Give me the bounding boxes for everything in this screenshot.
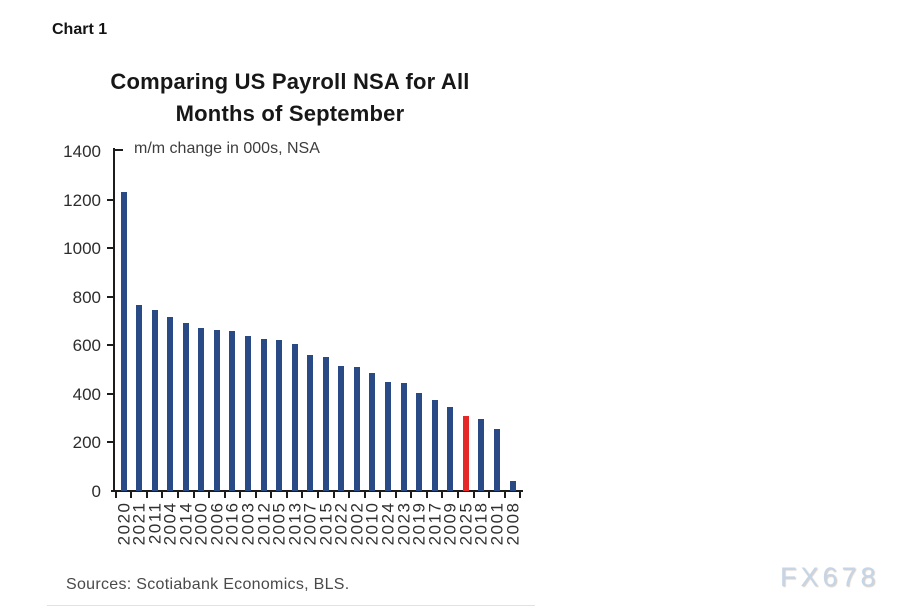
bar-2025 bbox=[462, 415, 469, 491]
bar-2010 bbox=[369, 373, 376, 491]
x-tick bbox=[457, 492, 460, 498]
bar-2021 bbox=[136, 305, 143, 491]
y-tick-label: 0 bbox=[91, 482, 101, 501]
bar-2018 bbox=[478, 419, 485, 491]
bar-2003 bbox=[244, 335, 251, 491]
bar-2001 bbox=[493, 429, 500, 491]
bar-2005 bbox=[276, 340, 283, 491]
x-tick bbox=[488, 492, 491, 498]
y-tick bbox=[107, 198, 115, 201]
y-tick-label: 200 bbox=[72, 433, 101, 453]
y-tick bbox=[107, 392, 115, 395]
x-tick bbox=[317, 492, 319, 498]
bar-2000 bbox=[198, 328, 205, 491]
x-tick bbox=[239, 492, 242, 498]
y-tick-label: 400 bbox=[72, 384, 101, 404]
bar-2016 bbox=[229, 330, 236, 491]
bar-2017 bbox=[431, 399, 438, 491]
bar-2015 bbox=[322, 357, 329, 491]
y-tick-label: 1400 bbox=[63, 142, 101, 161]
chart-title: Comparing US Payroll NSA for All Months … bbox=[110, 69, 470, 126]
x-tick bbox=[379, 492, 382, 498]
bar-2019 bbox=[416, 392, 423, 491]
y-axis-line bbox=[113, 148, 115, 492]
x-tick bbox=[254, 492, 257, 498]
bar-2012 bbox=[260, 339, 267, 491]
x-tick bbox=[425, 492, 428, 498]
y-tick bbox=[107, 344, 115, 347]
x-tick bbox=[363, 492, 366, 498]
watermark: FX678 bbox=[780, 562, 880, 592]
bar-2009 bbox=[447, 407, 454, 491]
x-tick bbox=[270, 492, 273, 498]
x-tick bbox=[285, 492, 288, 498]
chart-number-label: Chart 1 bbox=[52, 21, 108, 38]
y-tick bbox=[107, 441, 115, 444]
x-tick bbox=[503, 492, 506, 498]
x-tick-label: 2008 bbox=[503, 501, 522, 546]
x-tick bbox=[519, 492, 522, 498]
y-tick-label: 1000 bbox=[63, 239, 101, 259]
y-tick-label: 600 bbox=[72, 336, 101, 356]
x-tick bbox=[208, 492, 211, 498]
bar-2007 bbox=[307, 355, 314, 491]
chart-subtitle: m/m change in 000s, NSA bbox=[134, 140, 320, 157]
x-tick bbox=[332, 492, 335, 498]
x-tick bbox=[394, 492, 397, 498]
y-tick-label: 1200 bbox=[63, 190, 101, 210]
bar-2002 bbox=[353, 367, 360, 491]
bottom-divider bbox=[47, 605, 535, 606]
y-axis-top-tick bbox=[113, 149, 123, 151]
bar-2004 bbox=[167, 317, 174, 491]
sources-note: Sources: Scotiabank Economics, BLS. bbox=[66, 576, 350, 593]
y-tick bbox=[107, 295, 115, 298]
x-tick bbox=[441, 492, 444, 498]
x-tick bbox=[348, 492, 351, 498]
x-tick bbox=[301, 492, 304, 498]
bar-2024 bbox=[385, 381, 392, 491]
x-tick bbox=[114, 492, 117, 498]
bar-2020 bbox=[120, 192, 127, 491]
x-tick bbox=[130, 492, 133, 498]
bar-2011 bbox=[151, 310, 158, 491]
bar-2022 bbox=[338, 365, 345, 491]
x-tick bbox=[161, 492, 164, 498]
x-tick bbox=[410, 492, 413, 498]
bar-2013 bbox=[291, 344, 298, 491]
bar-2008 bbox=[509, 481, 516, 491]
y-tick bbox=[107, 247, 115, 250]
x-tick bbox=[145, 492, 148, 498]
x-tick bbox=[472, 492, 475, 498]
x-tick bbox=[223, 492, 226, 498]
x-tick bbox=[176, 492, 179, 498]
x-axis-line bbox=[111, 490, 523, 492]
bar-2014 bbox=[182, 323, 189, 491]
y-tick-label: 800 bbox=[72, 287, 101, 307]
bar-2006 bbox=[213, 329, 220, 491]
bar-2023 bbox=[400, 382, 407, 491]
x-tick bbox=[192, 492, 195, 498]
